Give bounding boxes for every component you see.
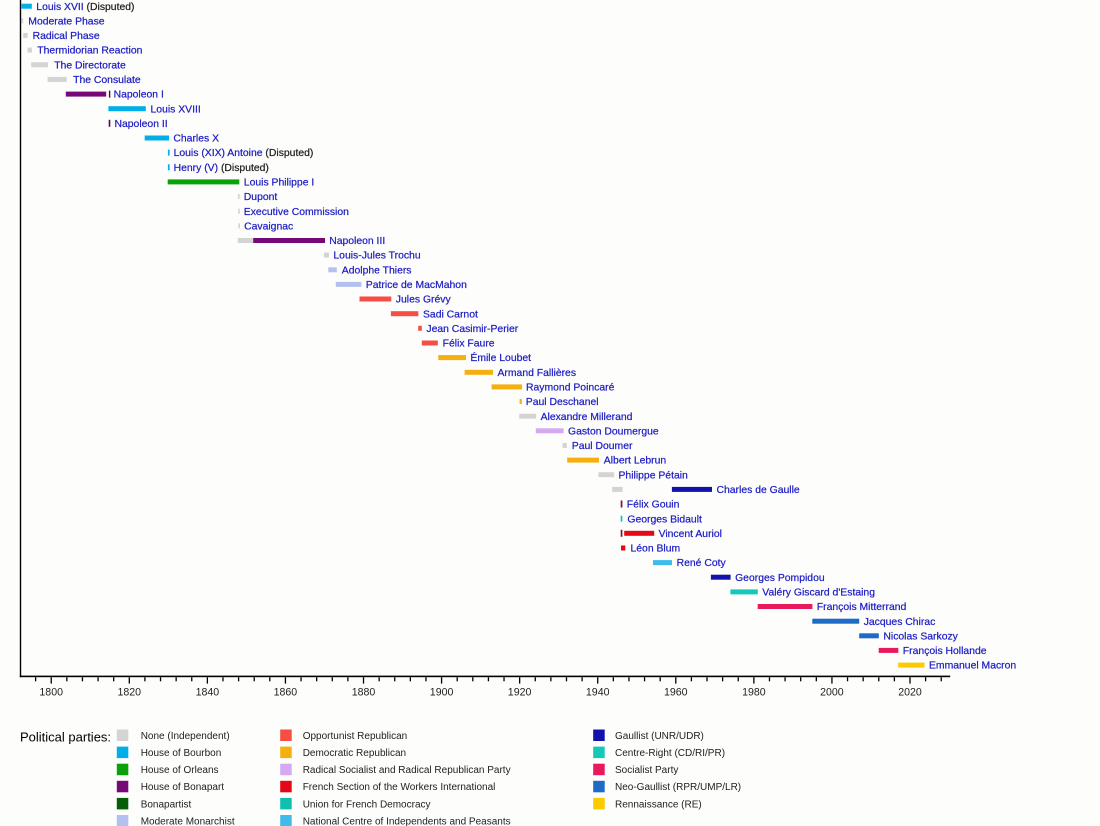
svg-text:Paul Doumer: Paul Doumer xyxy=(572,441,633,452)
svg-text:French Section of the Workers: French Section of the Workers Internatio… xyxy=(303,782,496,793)
svg-text:Gaullist (UNR/UDR): Gaullist (UNR/UDR) xyxy=(615,731,704,742)
svg-text:Bonapartist: Bonapartist xyxy=(141,799,192,810)
svg-text:Félix Gouin: Félix Gouin xyxy=(627,500,680,511)
svg-text:Louis XVII (Disputed): Louis XVII (Disputed) xyxy=(36,2,134,13)
svg-text:Thermidorian Reaction: Thermidorian Reaction xyxy=(37,46,142,57)
svg-text:Rennaissance (RE): Rennaissance (RE) xyxy=(615,799,702,810)
svg-text:Philippe Pétain: Philippe Pétain xyxy=(619,470,689,481)
svg-text:Jacques Chirac: Jacques Chirac xyxy=(864,617,936,628)
svg-text:Moderate Monarchist: Moderate Monarchist xyxy=(141,816,235,826)
svg-text:Political parties:: Political parties: xyxy=(20,729,111,744)
svg-text:Léon Blum: Léon Blum xyxy=(631,544,681,555)
svg-text:Democratic Republican: Democratic Republican xyxy=(303,748,406,759)
svg-text:Émile Loubet: Émile Loubet xyxy=(470,351,531,364)
svg-text:House of Bourbon: House of Bourbon xyxy=(141,748,222,759)
svg-text:1980: 1980 xyxy=(742,686,766,698)
svg-text:Radical Socialist and Radical: Radical Socialist and Radical Republican… xyxy=(303,765,511,776)
svg-text:Executive Commission: Executive Commission xyxy=(244,207,349,218)
svg-text:1840: 1840 xyxy=(196,686,220,698)
svg-text:François Hollande: François Hollande xyxy=(903,646,987,657)
svg-text:Albert Lebrun: Albert Lebrun xyxy=(604,456,667,467)
svg-text:Gaston Doumergue: Gaston Doumergue xyxy=(568,426,659,437)
svg-text:Félix Faure: Félix Faure xyxy=(443,339,495,350)
svg-text:The Consulate: The Consulate xyxy=(73,75,141,86)
svg-text:None (Independent): None (Independent) xyxy=(141,731,230,742)
svg-text:The Directorate: The Directorate xyxy=(54,60,126,71)
svg-text:1800: 1800 xyxy=(39,686,63,698)
svg-text:2000: 2000 xyxy=(820,686,844,698)
svg-text:1860: 1860 xyxy=(274,686,298,698)
svg-text:2020: 2020 xyxy=(898,686,922,698)
svg-text:Adolphe Thiers: Adolphe Thiers xyxy=(342,265,412,276)
svg-text:Louis Philippe I: Louis Philippe I xyxy=(244,178,314,189)
svg-text:Charles X: Charles X xyxy=(173,134,219,145)
svg-text:1940: 1940 xyxy=(586,686,610,698)
svg-text:Patrice de MacMahon: Patrice de MacMahon xyxy=(366,280,467,291)
svg-text:Centre-Right (CD/RI/PR): Centre-Right (CD/RI/PR) xyxy=(615,748,725,759)
svg-text:Radical Phase: Radical Phase xyxy=(33,31,100,42)
svg-text:Charles de Gaulle: Charles de Gaulle xyxy=(717,485,800,496)
svg-text:Emmanuel Macron: Emmanuel Macron xyxy=(929,661,1016,672)
svg-text:1880: 1880 xyxy=(352,686,376,698)
svg-text:1820: 1820 xyxy=(118,686,142,698)
svg-text:Sadi Carnot: Sadi Carnot xyxy=(423,309,478,320)
svg-text:Paul Deschanel: Paul Deschanel xyxy=(526,397,599,408)
svg-text:Jean Casimir-Perier: Jean Casimir-Perier xyxy=(426,324,518,335)
svg-text:House of Orleans: House of Orleans xyxy=(141,765,219,776)
svg-text:Opportunist Republican: Opportunist Republican xyxy=(303,731,408,742)
svg-text:François Mitterrand: François Mitterrand xyxy=(817,602,907,613)
svg-text:Valéry Giscard d'Estaing: Valéry Giscard d'Estaing xyxy=(762,588,875,599)
svg-text:1960: 1960 xyxy=(664,686,688,698)
svg-text:Louis (XIX) Antoine (Disputed): Louis (XIX) Antoine (Disputed) xyxy=(174,148,314,159)
svg-text:1900: 1900 xyxy=(430,686,454,698)
svg-text:Louis XVIII: Louis XVIII xyxy=(151,104,201,115)
svg-text:Napoleon III: Napoleon III xyxy=(329,236,385,247)
svg-text:Cavaignac: Cavaignac xyxy=(244,221,293,232)
svg-text:Napoleon I: Napoleon I xyxy=(114,90,164,101)
svg-text:Jules Grévy: Jules Grévy xyxy=(396,295,452,306)
svg-text:1920: 1920 xyxy=(508,686,532,698)
svg-text:Raymond Poincaré: Raymond Poincaré xyxy=(526,383,615,394)
svg-text:Socialist Party: Socialist Party xyxy=(615,765,678,776)
svg-text:Alexandre Millerand: Alexandre Millerand xyxy=(541,412,633,423)
svg-text:René Coty: René Coty xyxy=(677,558,727,569)
svg-text:Armand Fallières: Armand Fallières xyxy=(498,368,577,379)
svg-text:Nicolas Sarkozy: Nicolas Sarkozy xyxy=(883,631,958,642)
svg-text:Neo-Gaullist (RPR/UMP/LR): Neo-Gaullist (RPR/UMP/LR) xyxy=(615,782,741,793)
svg-text:Dupont: Dupont xyxy=(244,192,278,203)
svg-text:House of Bonapart: House of Bonapart xyxy=(141,782,225,793)
svg-text:National Centre of Independent: National Centre of Independents and Peas… xyxy=(303,816,511,826)
svg-text:Vincent Auriol: Vincent Auriol xyxy=(659,529,722,540)
svg-text:Union for French Democracy: Union for French Democracy xyxy=(303,799,431,810)
svg-text:Louis-Jules Trochu: Louis-Jules Trochu xyxy=(333,251,420,262)
svg-text:Napoleon II: Napoleon II xyxy=(115,119,168,130)
svg-text:Henry (V) (Disputed): Henry (V) (Disputed) xyxy=(174,163,269,174)
svg-text:Georges Pompidou: Georges Pompidou xyxy=(735,573,825,584)
svg-text:Moderate Phase: Moderate Phase xyxy=(28,16,104,27)
svg-text:Georges Bidault: Georges Bidault xyxy=(627,514,702,525)
